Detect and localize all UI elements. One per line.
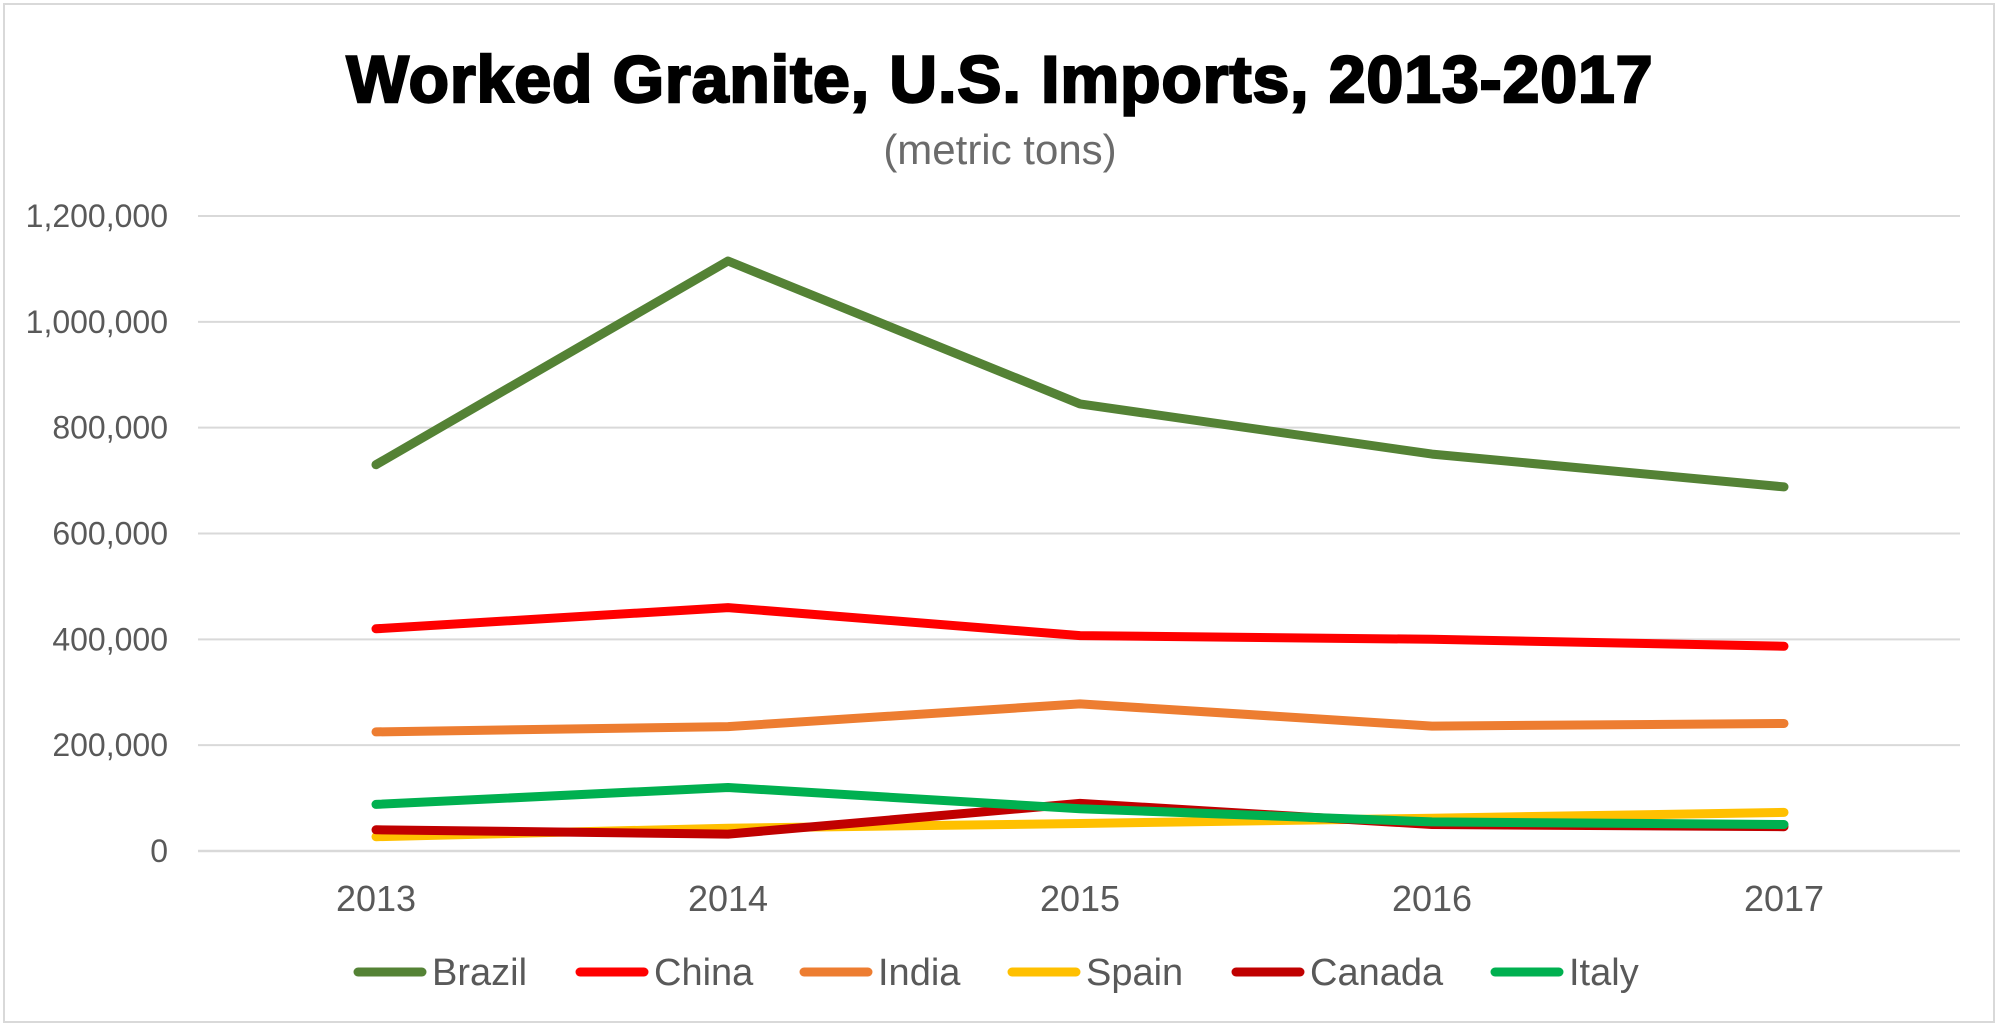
x-tick-label: 2015 xyxy=(1040,878,1120,919)
legend-label-china: China xyxy=(654,952,754,994)
series-line-brazil xyxy=(371,256,1789,492)
x-tick-label: 2017 xyxy=(1744,878,1824,919)
legend-label-brazil: Brazil xyxy=(432,952,527,994)
legend-label-canada: Canada xyxy=(1310,952,1444,994)
y-tick-label: 800,000 xyxy=(52,410,168,446)
legend: Brazil China India Spain Canada Italy xyxy=(353,952,1639,994)
legend-label-india: India xyxy=(878,952,961,994)
chart-title: Worked Granite, U.S. Imports, 2013-2017 xyxy=(347,42,1654,116)
y-tick-label: 1,000,000 xyxy=(26,304,168,340)
y-tick-label: 1,200,000 xyxy=(26,198,168,234)
series-lines xyxy=(371,256,1789,842)
x-tick-label: 2016 xyxy=(1392,878,1472,919)
legend-label-spain: Spain xyxy=(1086,952,1183,994)
legend-label-italy: Italy xyxy=(1569,952,1639,994)
y-tick-label: 200,000 xyxy=(52,727,168,763)
chart-subtitle: (metric tons) xyxy=(883,126,1116,173)
y-tick-label: 0 xyxy=(150,833,168,869)
x-tick-label: 2014 xyxy=(688,878,768,919)
gridlines xyxy=(198,215,1960,853)
series-line-italy xyxy=(371,783,1789,829)
chart-frame xyxy=(3,3,1995,1023)
x-axis-ticks: 2013 2014 2015 2016 2017 xyxy=(336,878,1824,919)
series-line-india xyxy=(371,699,1789,737)
x-tick-label: 2013 xyxy=(336,878,416,919)
y-tick-label: 400,000 xyxy=(52,621,168,657)
series-line-china xyxy=(371,603,1789,651)
y-axis-ticks: 0 200,000 400,000 600,000 800,000 1,000,000 1,… xyxy=(26,198,168,869)
y-tick-label: 600,000 xyxy=(52,516,168,552)
